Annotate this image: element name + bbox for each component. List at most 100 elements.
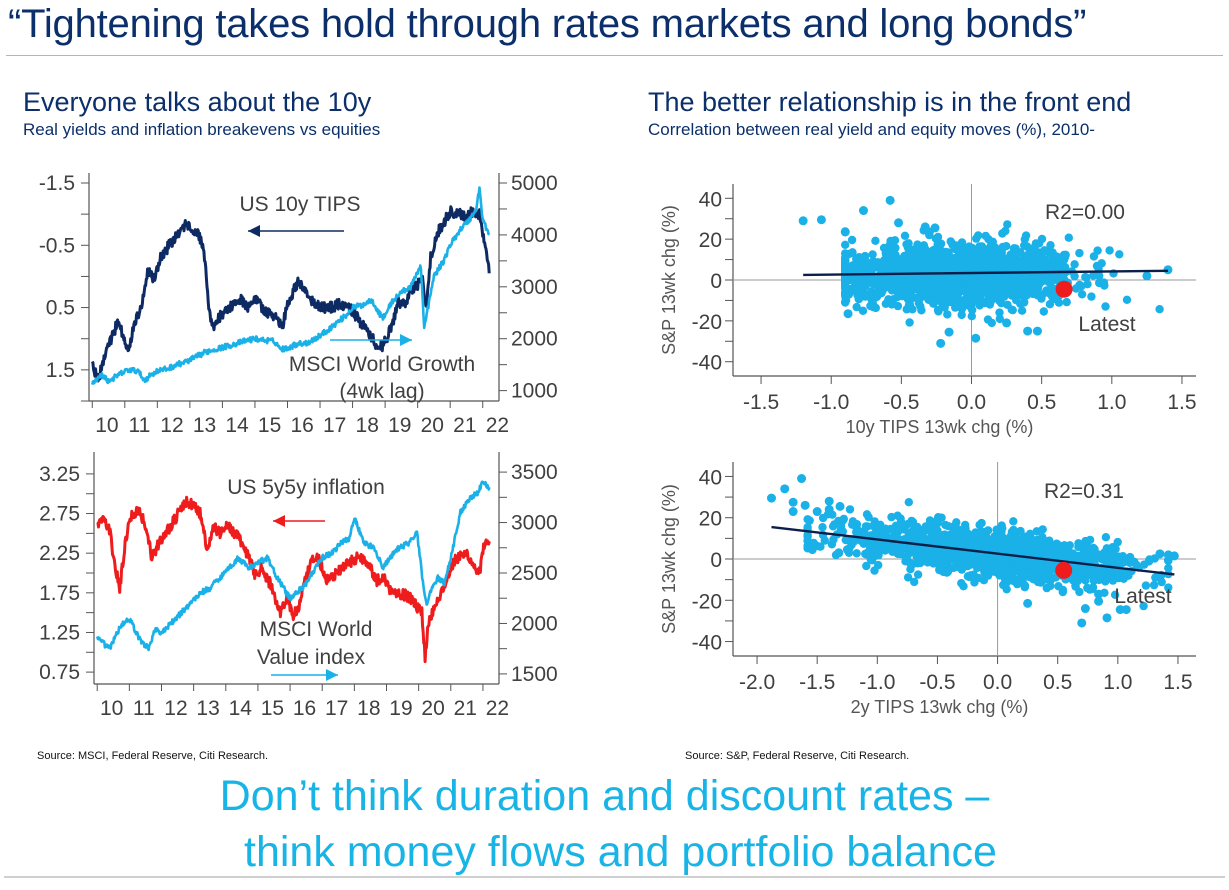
left-axis-tick-label: -0.5	[39, 234, 75, 257]
scatter-point-outlier	[1163, 550, 1173, 560]
scatter-point	[908, 285, 918, 294]
r2-label: R2=0.31	[1044, 480, 1124, 503]
scatter-point	[891, 258, 900, 268]
scatter-point	[983, 260, 992, 270]
scatter-point	[1087, 292, 1096, 301]
scatter-point	[1038, 525, 1047, 534]
scatter-point	[869, 276, 878, 285]
left-axis-tick-label: 2.75	[39, 503, 80, 526]
scatter-point	[1070, 573, 1079, 582]
scatter-point	[1070, 260, 1079, 269]
scatter-point-outlier	[932, 518, 942, 528]
scatter-point	[870, 529, 880, 538]
x-axis-tick-label: -1.5	[799, 671, 835, 694]
scatter-point	[1021, 539, 1031, 549]
scatter-point	[1075, 248, 1084, 258]
scatter-point	[900, 251, 909, 261]
scatter-point	[852, 549, 861, 558]
scatter-point-outlier	[1076, 281, 1086, 291]
scatter-point	[1052, 295, 1061, 304]
x-axis-tick-label: 20	[421, 414, 444, 437]
scatter-point	[944, 283, 953, 292]
scatter-point	[1002, 578, 1011, 587]
scatter-point-outlier	[843, 309, 853, 319]
scatter-point	[1122, 295, 1132, 304]
scatter-point	[932, 258, 942, 268]
scatter-point	[1008, 528, 1017, 537]
left-panel-heading: Everyone talks about the 10y	[23, 87, 372, 117]
x-axis-tick-label: 19	[388, 414, 411, 437]
scatter-point-outlier	[1077, 618, 1087, 628]
x-axis-tick-label: 11	[129, 414, 151, 437]
scatter-point-outlier	[1080, 604, 1090, 614]
left-axis-tick-label: 0.75	[39, 661, 80, 684]
scatter-point	[943, 310, 952, 319]
scatter-point	[970, 578, 979, 587]
x-axis-tick-label: 22	[486, 697, 509, 720]
scatter-point	[904, 275, 913, 284]
scatter-point	[845, 505, 855, 514]
scatter-point	[1003, 300, 1012, 309]
y-axis-tick-label: 0	[710, 270, 722, 293]
scatter-point-outlier	[834, 548, 844, 558]
x-axis-tick-label: 21	[453, 414, 476, 437]
scatter-point-outlier	[1023, 326, 1033, 336]
scatter-point	[834, 516, 843, 526]
scatter-point	[913, 570, 923, 579]
scatter-point	[941, 559, 950, 568]
x-axis-tick-label: 11	[133, 697, 155, 720]
scatter-point	[858, 306, 868, 315]
scatter-point	[957, 238, 967, 247]
scatter-point	[1001, 226, 1010, 236]
scatter-point	[1008, 305, 1017, 315]
scatter-point	[949, 263, 958, 273]
scatter-point	[1164, 583, 1173, 592]
scatter-point	[1054, 582, 1063, 591]
scatter-point	[945, 539, 954, 548]
scatter-point-outlier	[1023, 598, 1033, 608]
scatter-point	[828, 522, 838, 531]
scatter-point-outlier	[1142, 271, 1152, 281]
scatter-point	[948, 522, 958, 531]
regression-line	[803, 269, 1168, 277]
arrow-right-growth-head	[400, 334, 412, 346]
scatter-point	[912, 545, 922, 554]
x-axis-tick-label: 14	[229, 697, 253, 720]
x-axis-tick-label: 20	[421, 697, 444, 720]
x-axis-tick-label: 17	[323, 414, 346, 437]
x-axis-tick-label: 0.0	[957, 391, 986, 414]
scatter-point	[906, 294, 915, 303]
scatter-point	[1078, 568, 1087, 578]
x-axis-tick-label: 1.5	[1163, 671, 1192, 694]
scatter-point	[1101, 302, 1110, 311]
scatter-point	[914, 294, 923, 304]
right-axis-tick-label: 2000	[511, 328, 558, 351]
scatter-point	[903, 573, 913, 582]
scatter-point	[1035, 563, 1044, 572]
scatter-point	[1003, 220, 1012, 229]
scatter-point	[1086, 571, 1096, 580]
scatter-point-outlier	[1121, 605, 1131, 615]
x-axis-tick-label: 19	[389, 697, 412, 720]
scatter-point	[845, 544, 854, 553]
scatter-point	[920, 245, 929, 255]
scatter-point	[965, 537, 974, 546]
scatter-point	[1052, 252, 1061, 261]
scatter-point	[1016, 248, 1025, 257]
scatter-point	[986, 245, 995, 254]
x-axis-tick-label: 10	[95, 414, 118, 437]
scatter-point	[1025, 247, 1034, 256]
latest-label: Latest	[1078, 313, 1135, 336]
scatter-point-outlier	[800, 500, 810, 510]
scatter-point	[816, 542, 825, 551]
scatter-point	[983, 571, 993, 580]
scatter-point	[1009, 517, 1018, 526]
scatter-point	[841, 281, 850, 290]
x-axis-tick-label: 0.5	[1043, 671, 1072, 694]
x-axis-tick-label: -1.5	[743, 391, 779, 414]
scatter-point-outlier	[797, 474, 807, 484]
scatter-point	[881, 248, 890, 258]
scatter-point	[862, 510, 872, 519]
scatter-point	[996, 563, 1005, 572]
scatter-point	[1103, 573, 1112, 582]
